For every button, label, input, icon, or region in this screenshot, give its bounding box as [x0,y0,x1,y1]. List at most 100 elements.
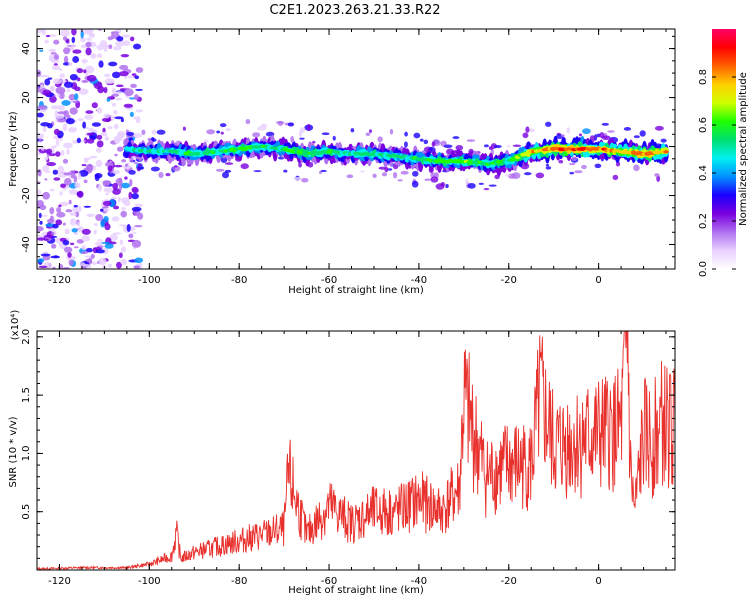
noise-blob [80,30,84,39]
noise-blob [119,64,129,71]
spectral-blob [277,120,284,126]
noise-blob [70,242,75,246]
spectral-blob [545,121,552,127]
noise-blob [82,121,87,129]
noise-blob [135,67,144,73]
noise-blob [57,117,66,123]
noise-blob [63,246,73,253]
noise-blob [103,86,108,94]
noise-blob [119,239,124,246]
noise-blob [76,68,84,74]
spectral-blob [443,144,453,149]
noise-blob [117,133,125,139]
noise-blob [61,99,71,106]
noise-blob [102,200,112,207]
spectral-blob [413,132,421,139]
spectral-blob [253,170,262,173]
spectral-blob [633,164,640,172]
noise-blob [53,53,60,60]
spectral-blob [158,171,164,179]
spectral-blob [377,136,383,143]
y-tick-label: 0 [21,143,32,149]
noise-blob [135,88,143,91]
noise-blob [56,207,62,213]
spectral-blob [488,184,497,187]
noise-blob [66,148,70,155]
noise-blob [49,95,57,103]
colorbar-tick-label: 0.6 [698,117,709,133]
spectral-blob [298,162,302,168]
noise-blob [112,232,122,235]
x-tick-label: -100 [138,275,161,286]
noise-blob [65,117,75,125]
noise-blob [44,156,49,161]
noise-blob [39,74,50,78]
colorbar-tick-label: 0.8 [698,69,709,85]
noise-blob [129,111,134,118]
spectral-blob [216,130,221,134]
noise-blob [52,78,63,85]
noise-blob [73,246,79,249]
noise-blob [127,75,134,79]
noise-blob [104,161,114,167]
noise-blob [134,203,143,208]
spectral-blob [569,162,576,166]
noise-blob [52,266,56,269]
colorbar-tick-label: 0.4 [698,165,709,181]
spectral-blob [505,174,511,177]
spectral-blob [126,131,135,136]
noise-blob [45,148,53,155]
noise-blob [132,43,142,50]
noise-blob [96,44,104,51]
noise-blob [81,164,87,167]
spectral-blob [419,138,424,142]
noise-blob [50,86,54,92]
spectral-blob [523,172,532,176]
noise-blob [68,199,72,205]
noise-blob [85,247,93,253]
noise-blob [40,84,44,89]
noise-blob [69,218,77,226]
noise-blob [91,102,98,109]
noise-blob [42,165,50,172]
y-tick-label: 20 [21,91,32,104]
noise-blob [59,68,63,71]
spectral-blob [566,127,570,134]
spectral-blob [488,146,493,149]
spectral-blob [150,166,160,172]
noise-blob [131,186,139,194]
spectral-blob [545,164,550,167]
noise-blob [59,190,63,196]
spectral-blob [224,162,234,165]
spectral-blob [581,164,587,170]
noise-blob [65,209,73,213]
noise-blob [96,107,103,114]
spectral-blob [561,134,565,138]
noise-blob [111,216,120,222]
noise-blob [51,243,57,249]
noise-blob [112,182,119,190]
noise-blob [124,176,128,180]
noise-blob [40,253,51,257]
x-tick-label: -60 [321,275,337,286]
noise-blob [55,219,63,226]
noise-blob [62,158,69,164]
noise-blob [120,118,124,123]
noise-blob [96,140,104,148]
y-tick-label: 2.0 [21,329,32,345]
spectral-blob [287,122,295,127]
noise-blob [85,126,89,130]
noise-blob [112,46,122,51]
spectral-blob [321,132,330,136]
noise-blob [66,88,71,93]
spectrogram-ticks: -120 -100 -80 -60 -40 -20 0 -40 -20 0 20 40 [21,29,675,286]
noise-blob [51,64,60,71]
noise-blob [69,73,78,81]
spectral-blob [578,133,583,137]
noise-blob [103,187,114,193]
noise-blob [46,162,57,167]
noise-blob [74,182,81,189]
noise-blob [121,207,127,211]
noise-blob [134,224,143,228]
noise-blob [56,138,60,147]
